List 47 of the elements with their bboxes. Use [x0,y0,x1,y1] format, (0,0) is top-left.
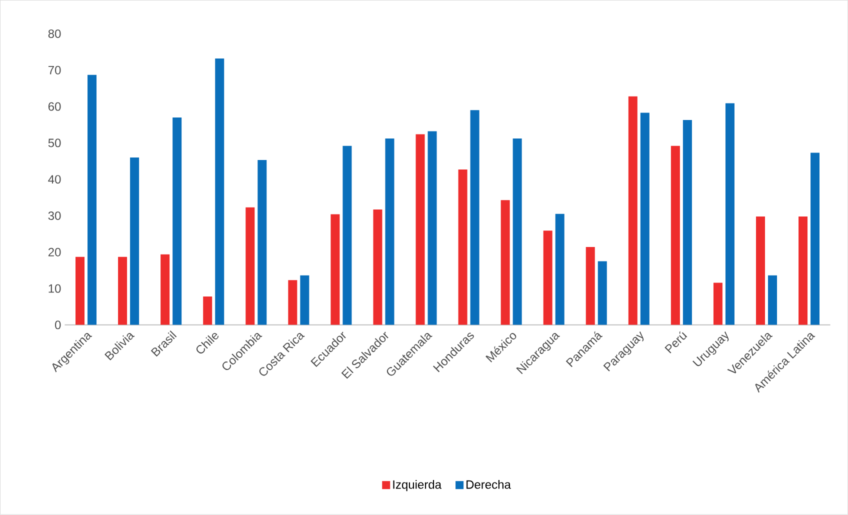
bar [598,261,607,326]
bar [768,276,778,326]
bar [725,103,734,326]
y-tick-label: 20 [48,248,61,256]
bar [288,280,298,326]
bar [458,170,468,326]
y-tick-label: 70 [48,66,61,74]
bar [713,282,722,326]
bar [258,160,267,326]
bar [160,254,170,326]
bar [246,207,255,326]
y-tick-label: 60 [48,102,61,111]
y-tick-label: 30 [48,212,61,220]
bar [118,256,128,326]
bar [172,118,182,326]
bar [416,134,425,326]
bar [342,146,352,326]
bar [555,214,564,326]
bar [682,120,692,326]
y-tick-label: 0 [55,320,61,330]
bar [640,112,650,326]
bar [628,96,638,326]
bar [300,276,310,326]
bar [512,138,522,326]
bar [798,216,808,326]
y-tick-label: 40 [48,175,61,184]
bar [76,256,85,326]
legend-label: Izquierda [393,480,442,492]
y-tick-label: 80 [48,30,61,38]
bar [810,152,820,326]
bar [203,296,212,326]
legend-label: Derecha [466,480,511,489]
bar [586,247,595,326]
bar [428,131,437,326]
bar [88,74,97,326]
bar [500,200,510,326]
bar [373,210,382,326]
bar [756,216,766,326]
bar [130,158,140,326]
bar [215,58,224,326]
bar [670,146,680,326]
bar [385,138,394,326]
bar [330,214,340,326]
y-tick-label: 10 [48,284,61,293]
y-tick-label: 50 [48,138,61,148]
bar [543,230,552,326]
bar [470,110,480,326]
